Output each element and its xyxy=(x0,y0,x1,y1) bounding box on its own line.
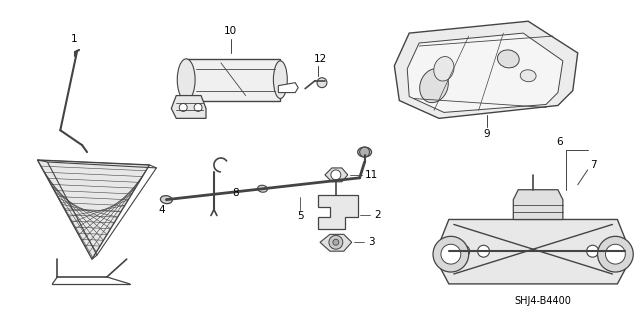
Ellipse shape xyxy=(497,50,519,68)
Polygon shape xyxy=(320,234,352,251)
Polygon shape xyxy=(394,21,578,118)
Circle shape xyxy=(331,170,341,180)
Circle shape xyxy=(194,103,202,111)
Polygon shape xyxy=(325,168,348,182)
Ellipse shape xyxy=(177,59,195,100)
Ellipse shape xyxy=(358,147,372,157)
Ellipse shape xyxy=(161,196,172,204)
Ellipse shape xyxy=(257,185,268,192)
Circle shape xyxy=(360,147,369,157)
Text: 4: 4 xyxy=(158,204,164,215)
Text: 2: 2 xyxy=(374,210,381,219)
Circle shape xyxy=(607,245,618,257)
Circle shape xyxy=(587,245,598,257)
Circle shape xyxy=(333,239,339,245)
Text: 5: 5 xyxy=(297,211,303,221)
Circle shape xyxy=(458,245,470,257)
Polygon shape xyxy=(172,96,206,118)
Polygon shape xyxy=(441,219,625,284)
Text: SHJ4-B4400: SHJ4-B4400 xyxy=(515,296,572,306)
Circle shape xyxy=(433,236,468,272)
Circle shape xyxy=(317,78,327,88)
Text: 12: 12 xyxy=(314,54,326,64)
Circle shape xyxy=(329,235,343,249)
Text: 10: 10 xyxy=(224,26,237,36)
Polygon shape xyxy=(278,83,298,93)
Circle shape xyxy=(441,244,461,264)
Text: 1: 1 xyxy=(71,34,77,44)
Polygon shape xyxy=(318,195,358,229)
Polygon shape xyxy=(38,160,150,259)
Text: 7: 7 xyxy=(590,160,597,170)
Ellipse shape xyxy=(420,69,449,103)
Circle shape xyxy=(477,245,490,257)
Polygon shape xyxy=(407,33,563,112)
Ellipse shape xyxy=(520,70,536,82)
Circle shape xyxy=(605,244,625,264)
Circle shape xyxy=(598,236,633,272)
Circle shape xyxy=(179,103,187,111)
Ellipse shape xyxy=(434,56,454,81)
Ellipse shape xyxy=(273,61,287,99)
Text: 6: 6 xyxy=(557,137,563,147)
Text: 11: 11 xyxy=(365,170,378,180)
Polygon shape xyxy=(513,190,563,219)
Text: 3: 3 xyxy=(368,237,375,247)
Text: 8: 8 xyxy=(232,188,239,198)
Polygon shape xyxy=(186,59,280,100)
Text: 9: 9 xyxy=(483,129,490,139)
